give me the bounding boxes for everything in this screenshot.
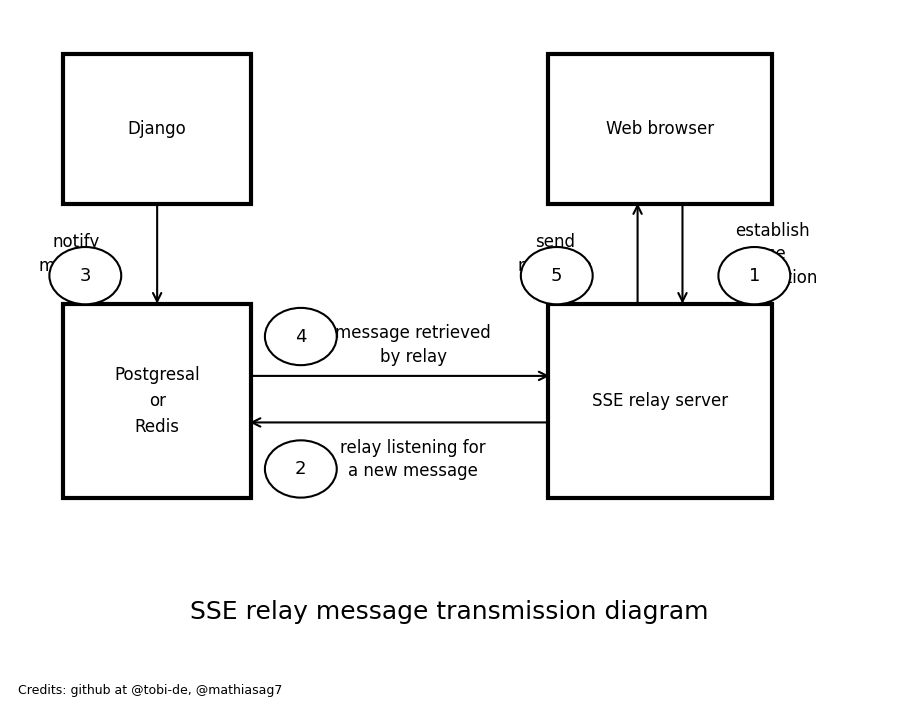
FancyBboxPatch shape <box>548 304 772 498</box>
Ellipse shape <box>718 247 790 304</box>
Text: 3: 3 <box>80 266 91 285</box>
Text: 2: 2 <box>295 460 306 478</box>
Text: message retrieved
by relay: message retrieved by relay <box>335 324 491 366</box>
Ellipse shape <box>265 308 337 365</box>
Text: SSE relay server: SSE relay server <box>592 392 728 410</box>
Text: SSE relay message transmission diagram: SSE relay message transmission diagram <box>189 600 709 624</box>
Text: notify
message: notify message <box>39 233 114 275</box>
FancyBboxPatch shape <box>63 304 251 498</box>
Text: Web browser: Web browser <box>606 120 714 138</box>
Text: Credits: github at @tobi-de, @mathiasag7: Credits: github at @tobi-de, @mathiasag7 <box>18 684 282 697</box>
Ellipse shape <box>49 247 121 304</box>
Ellipse shape <box>265 440 337 498</box>
FancyBboxPatch shape <box>548 54 772 204</box>
FancyBboxPatch shape <box>63 54 251 204</box>
Text: 1: 1 <box>749 266 760 285</box>
Text: 5: 5 <box>551 266 562 285</box>
Ellipse shape <box>521 247 593 304</box>
Text: 4: 4 <box>295 327 306 346</box>
Text: Django: Django <box>128 120 187 138</box>
Text: send
message: send message <box>517 233 593 275</box>
Text: relay listening for
a new message: relay listening for a new message <box>340 439 486 480</box>
Text: Postgresal
or
Redis: Postgresal or Redis <box>114 366 200 436</box>
Text: establish
sse
connection: establish sse connection <box>726 221 818 287</box>
